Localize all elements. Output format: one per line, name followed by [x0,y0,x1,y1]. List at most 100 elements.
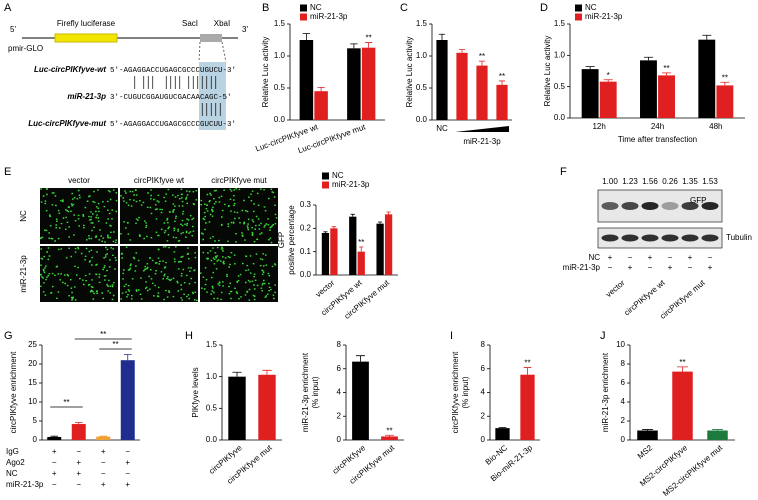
sequence-label: Luc-circPIKfyve-wt [34,65,106,74]
base-pairs [134,76,217,89]
x-tick-label: 24h [651,122,664,131]
site-label: XbaI [214,19,230,28]
bar [120,360,135,440]
y-tick-label: 1.0 [206,372,218,381]
y-tick-label: 0.0 [300,270,312,279]
y-axis-label: miR-21-3p enrichment [601,352,610,432]
condition-sign: − [101,469,106,478]
condition-label: NC [588,253,600,262]
error-bar [712,429,723,431]
bar [716,85,734,118]
image-column-label: circPIKfyve mut [211,176,267,185]
image-row-label: miR-21-3p [19,255,28,293]
error-bar [585,66,595,70]
bar [496,84,508,120]
zoom-line [221,41,227,63]
bracket-label: ** [100,330,106,339]
y-tick-label: 4 [481,388,486,397]
condition-sign: − [668,253,673,262]
micrograph [120,188,198,244]
y-tick-label: 20 [28,359,37,368]
y-tick-label: 1.0 [274,51,286,60]
condition-sign: − [125,447,130,456]
panel-label: H [185,330,193,342]
y-tick-label: 0.0 [206,435,218,444]
error-bar [677,366,688,372]
y-tick-label: 0.5 [274,83,286,92]
condition-label: IgG [6,447,19,456]
condition-sign: + [52,469,57,478]
vector-label: pmir-GLO [8,44,43,53]
y-tick-label: 25 [28,340,37,349]
y-tick-label: 6 [621,378,626,387]
y-tick-label: 1.5 [554,19,566,28]
y-tick-label: 2 [337,411,342,420]
sequence-label: miR-21-3p [67,92,106,101]
condition-sign: + [648,253,653,262]
band [601,234,619,242]
image-column-label: circPIKfyve wt [134,176,185,185]
sequence: 5'-AGAGGACCUGAGCGCCCGUCUU-3' [110,121,236,129]
error-bar [720,81,730,86]
error-bar [364,42,373,48]
condition-sign: + [101,447,106,456]
condition-sign: − [688,263,693,272]
y-tick-label: 6 [337,364,342,373]
legend-swatch [322,181,329,189]
bar [436,40,448,120]
zoom-line [198,41,201,63]
y-tick-label: 6 [481,364,486,373]
y-axis-label: PIKfyve levels [191,367,200,417]
error-bar [317,86,325,92]
condition-sign: + [628,263,633,272]
band [681,202,699,210]
insert-box [200,34,222,42]
significance: * [607,71,610,80]
condition-sign: + [76,458,81,467]
gfp-cells [200,188,278,244]
error-bar [642,429,653,431]
band-ratio: 1.35 [682,177,698,186]
error-bar [478,60,486,66]
sequence: 5'-AGAGGACCUGAGCGCCCUGUCU-3' [110,67,236,75]
legend-label: NC [310,3,322,12]
bar [384,214,393,275]
y-axis-label: Relative Luc activity [405,37,414,108]
legend-label: miR-21-3p [585,12,623,21]
band-label: GFP [690,196,706,205]
y-tick-label: 4 [621,397,626,406]
legend-swatch [300,13,307,21]
bar [314,91,328,120]
bar [71,424,86,440]
condition-sign: − [52,480,57,489]
y-tick-label: 15 [28,378,37,387]
error-bar [331,226,337,229]
gfp-cells [40,246,117,301]
y-tick-label: 0.0 [416,115,428,124]
y-tick-label: 2 [481,411,486,420]
error-bar [323,231,328,233]
y-tick-label: 0.1 [300,247,312,256]
panel-label: I [450,330,453,342]
significance: ** [365,34,371,43]
y-axis-label: positive percentage [287,205,296,275]
bar [495,428,510,440]
band [601,202,619,210]
group-label: miR-21-3p [463,137,501,146]
blot-gfp [597,189,723,223]
condition-sign: + [76,469,81,478]
error-bar [386,211,391,215]
five-prime: 5' [10,25,16,34]
y-tick-label: 1.0 [416,51,428,60]
error-bar [232,371,242,377]
bracket-label: ** [63,398,69,407]
band [701,234,719,242]
bar [349,216,357,275]
gfp-cells [120,246,198,302]
sequence-label: Luc-circPIKfyve-mut [28,119,106,128]
panel-label: C [400,2,408,14]
x-tick-label: MS2 [636,443,655,461]
y-axis-label: (% input) [311,376,320,408]
y-tick-label: 1.5 [274,19,286,28]
band-ratio: 1.23 [622,177,638,186]
